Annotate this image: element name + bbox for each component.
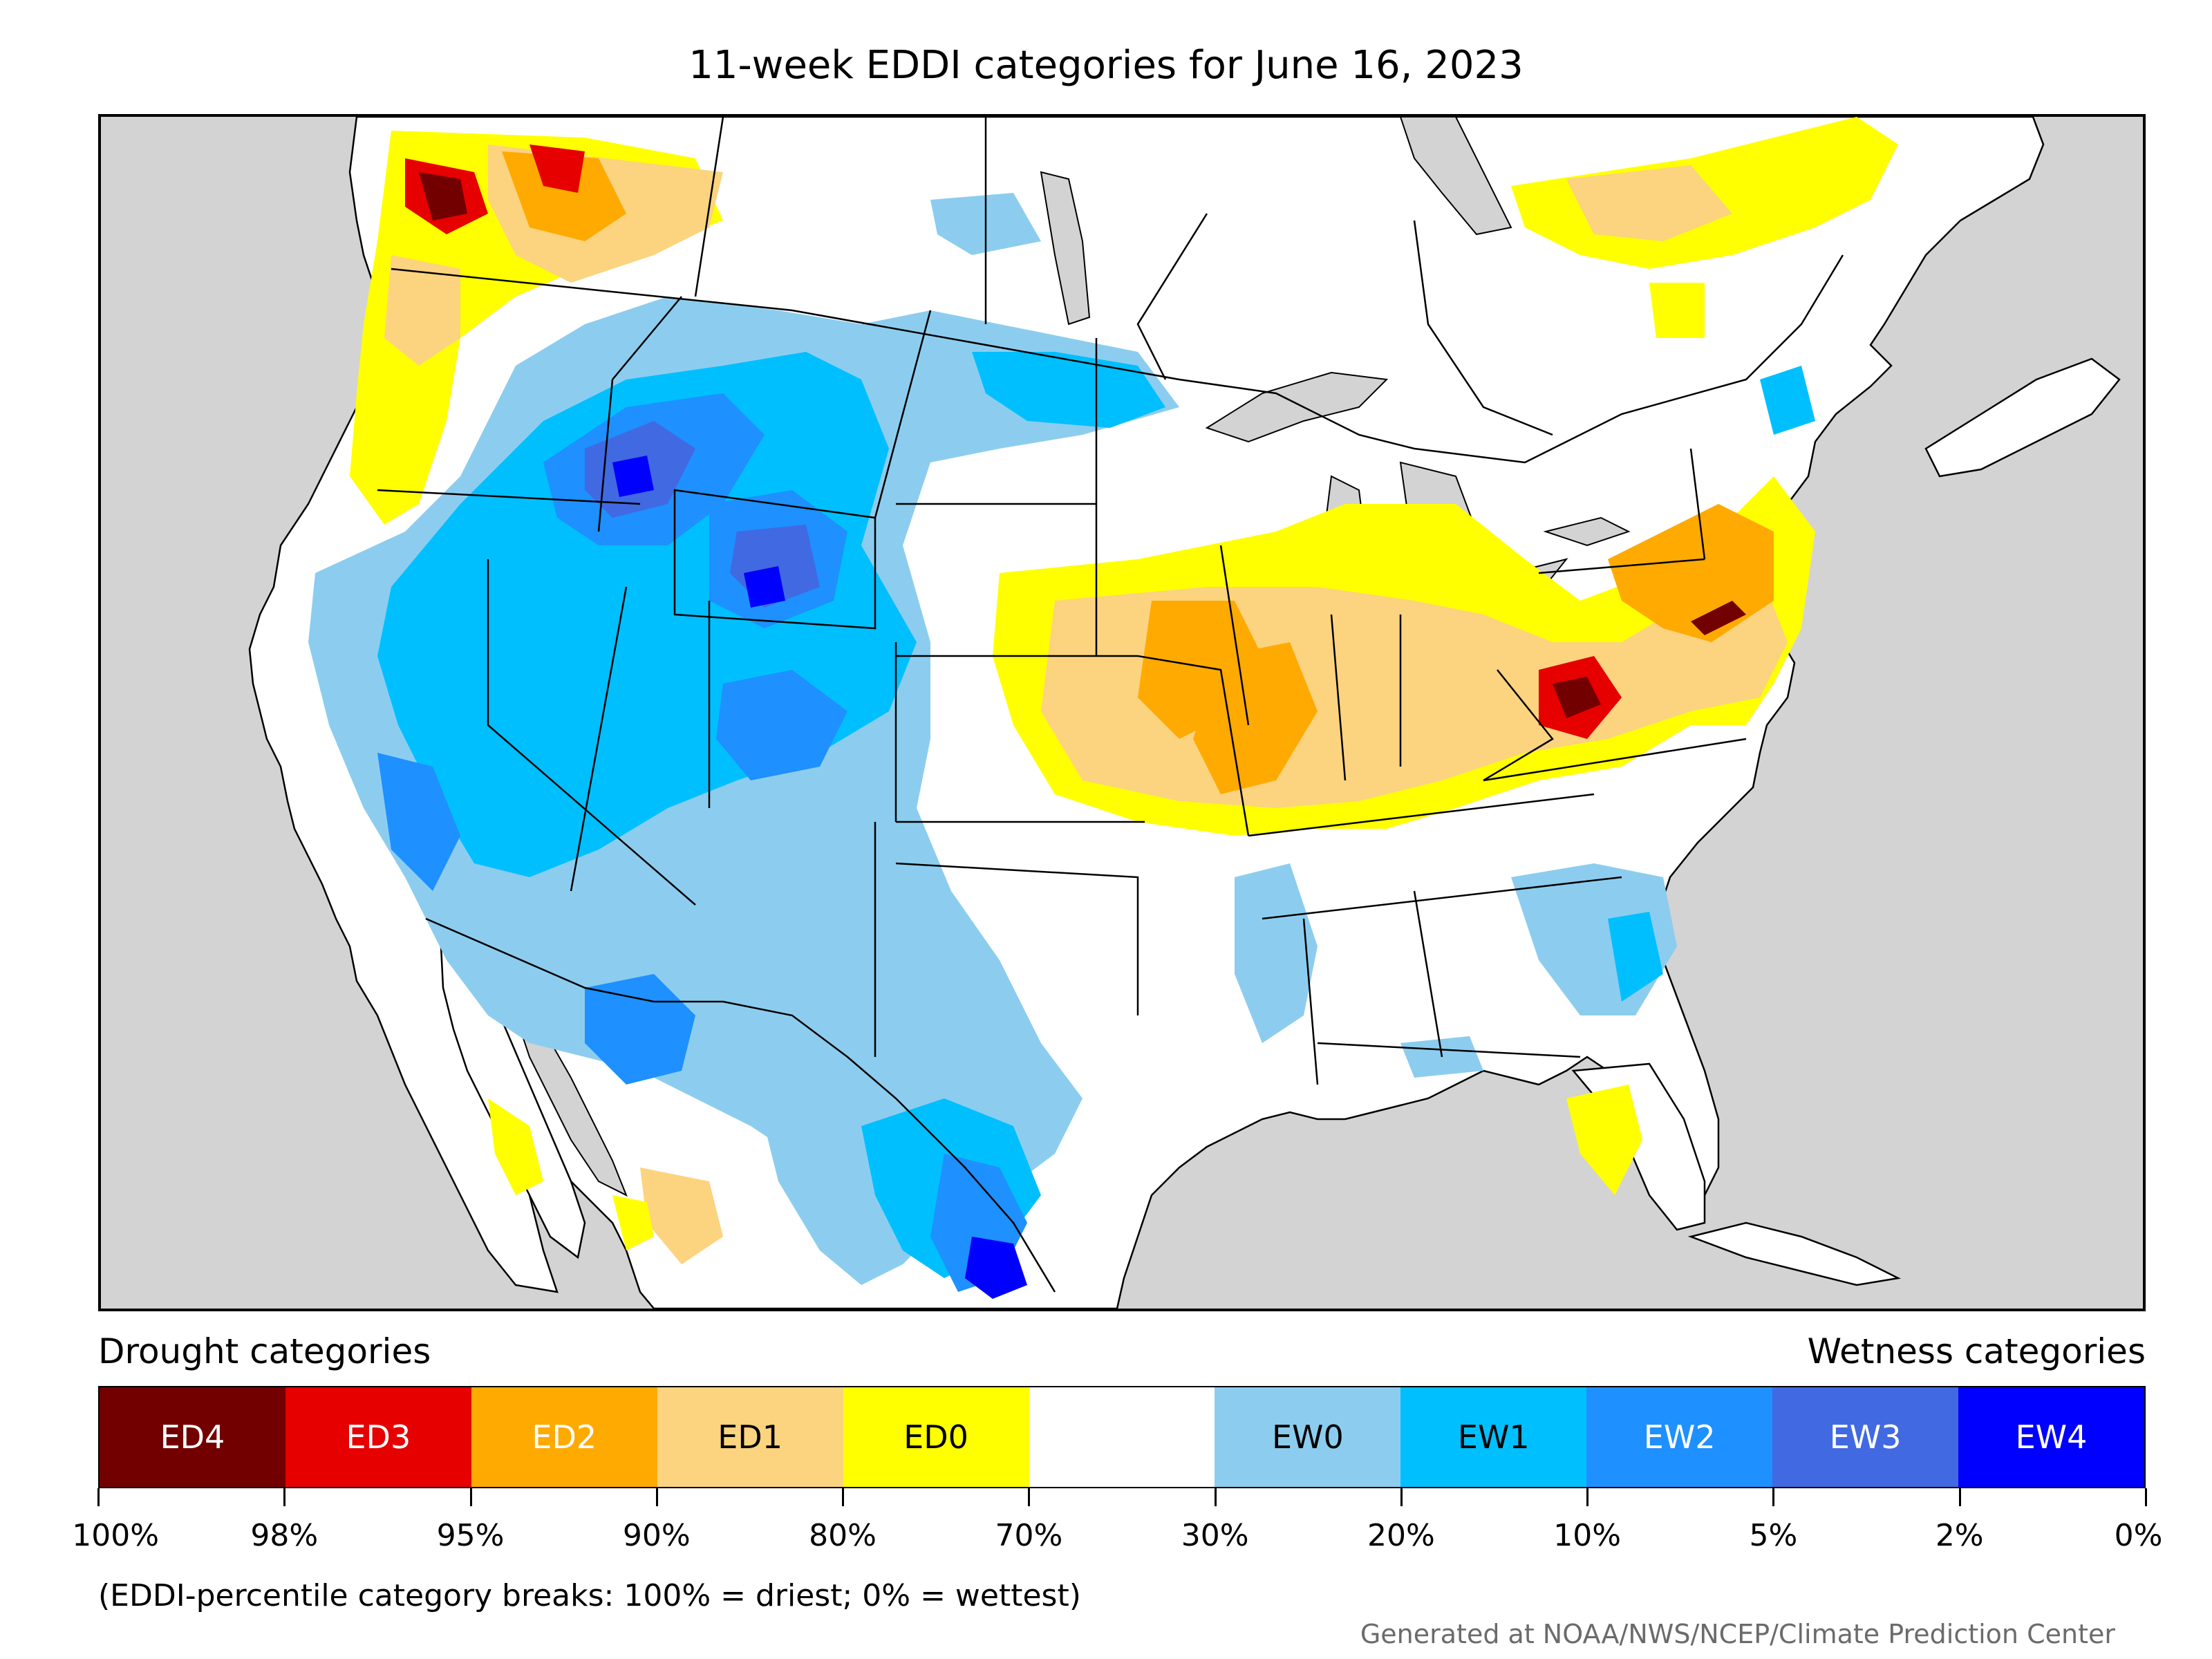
colorbar-tick-label: 90% <box>622 1518 691 1553</box>
category-footnote: (EDDI-percentile category breaks: 100% =… <box>98 1578 1081 1613</box>
us-canada-border <box>391 254 1844 464</box>
border-ia-il <box>1219 545 1250 726</box>
border-va-nc <box>1483 738 1747 782</box>
colorbar-cell-ed1: ED1 <box>657 1387 843 1487</box>
colorbar-tick <box>97 1488 100 1506</box>
ew1-canada-east <box>1760 366 1815 435</box>
border-wv-line <box>1483 669 1554 782</box>
ew2-colorado <box>716 670 847 780</box>
lake-superior <box>1205 371 1389 443</box>
border-wy-line <box>673 489 877 630</box>
colorbar-tick-label: 70% <box>995 1518 1063 1553</box>
ed4-chesapeake <box>1553 677 1601 718</box>
border-ga-fl <box>1317 1042 1581 1058</box>
colorbar-tick-label: 20% <box>1367 1518 1435 1553</box>
colorbar-tick <box>1400 1488 1403 1506</box>
colorbar-tick <box>655 1488 658 1506</box>
border-ny-vt <box>1689 448 1706 560</box>
map-panel <box>98 114 2146 1311</box>
drought-patches <box>350 117 1898 1264</box>
ed0-quebec-b <box>1649 283 1705 338</box>
colorbar-ticks <box>97 1488 2147 1509</box>
colorbar-tick <box>842 1488 845 1506</box>
border-ca-nv <box>487 559 696 906</box>
border-mo-line <box>1137 655 1250 836</box>
ew4-wyoming <box>744 566 785 608</box>
ed1-sonora <box>640 1168 723 1264</box>
colorbar-tick-label: 10% <box>1553 1518 1622 1553</box>
colorbar-cell-ew4: EW4 <box>1958 1387 2144 1487</box>
drought-legend-title: Drought categories <box>98 1331 431 1371</box>
border-nv-ut <box>570 586 628 892</box>
border-al-ga <box>1413 890 1443 1058</box>
border-canada-prov-1 <box>694 117 724 297</box>
ed0-baja <box>488 1098 543 1195</box>
colorbar-cell-ew3: EW3 <box>1772 1387 1959 1487</box>
border-ok-tx <box>895 862 1139 1015</box>
border-ms-al <box>1302 918 1319 1085</box>
colorbar-tick-label: 100% <box>72 1518 160 1553</box>
boundaries-layer <box>377 117 1844 1293</box>
category-colorbar: ED4 ED3 ED2 ED1 ED0 EW0 EW1 EW2 EW3 EW4 <box>98 1386 2146 1488</box>
colorbar-tick <box>1586 1488 1589 1506</box>
ew1-plains <box>972 352 1165 428</box>
colorbar-tick <box>469 1488 472 1506</box>
border-il-in <box>1330 614 1347 781</box>
ed2-illinois <box>1193 642 1318 794</box>
border-or-id <box>597 379 614 532</box>
border-wa-or <box>377 489 641 505</box>
colorbar-tick-label: 5% <box>1749 1518 1798 1553</box>
ed3-bc-b <box>529 144 585 193</box>
border-pa-ny <box>1538 558 1705 574</box>
colorbar-cell-ed4: ED4 <box>100 1387 285 1487</box>
cuba-land <box>1687 1221 1901 1286</box>
colorbar-cell-ed3: ED3 <box>285 1387 471 1487</box>
border-id-mt <box>612 296 682 380</box>
ed3-long-island <box>1691 601 1746 635</box>
hudson-bay-inlet <box>1399 117 1512 236</box>
colorbar-cell-ed2: ED2 <box>471 1387 657 1487</box>
colorbar-tick <box>283 1488 286 1506</box>
colorbar-tick <box>1772 1488 1775 1506</box>
border-tn-ga <box>1262 876 1622 920</box>
colorbar-tick-label: 98% <box>250 1518 319 1553</box>
colorbar-tick <box>1028 1488 1031 1506</box>
colorbar-cell-ew0: EW0 <box>1215 1387 1401 1487</box>
credit-line: Generated at NOAA/NWS/NCEP/Climate Predi… <box>1360 1619 2115 1649</box>
ed4-bc <box>419 172 467 221</box>
colorbar-tick <box>1958 1488 1961 1506</box>
ew2-california <box>377 753 460 891</box>
ew4-texas <box>965 1237 1027 1299</box>
colorbar-tick-label: 95% <box>436 1518 505 1553</box>
ew1-carolinas <box>1608 912 1663 1002</box>
map-title: 11-week EDDI categories for June 16, 202… <box>688 43 1524 88</box>
colorbar-tick-label: 2% <box>1935 1518 1984 1553</box>
ed2-bc <box>502 151 626 241</box>
border-ky-tn <box>1248 793 1595 837</box>
colorbar-cell-ed0: ED0 <box>843 1387 1029 1487</box>
lake-ontario <box>1543 516 1631 547</box>
border-canada-prov-4 <box>1413 220 1553 436</box>
ed1-wa <box>384 255 460 366</box>
ew0-south <box>1235 863 1318 1043</box>
colorbar-cell-ew2: EW2 <box>1586 1387 1773 1487</box>
colorbar-tick-label: 80% <box>809 1518 877 1553</box>
ed0-florida <box>1566 1085 1642 1195</box>
colorbar-cell-ew1: EW1 <box>1400 1387 1587 1487</box>
border-mt-nd <box>874 310 932 518</box>
wetness-legend-title: Wetness categories <box>1807 1331 2146 1371</box>
ed1-quebec <box>1566 165 1732 241</box>
colorbar-cell-normal <box>1029 1387 1215 1487</box>
colorbar-tick-label: 0% <box>2114 1518 2163 1553</box>
colorbar-tick <box>2145 1488 2147 1506</box>
colorbar-tick-label: 30% <box>1181 1518 1249 1553</box>
colorbar-tick <box>1214 1488 1217 1506</box>
us-mexico-border <box>425 917 1056 1293</box>
eddi-map <box>248 117 2121 1309</box>
ew4-idaho <box>612 456 654 497</box>
border-canada-prov-3 <box>1136 213 1208 380</box>
maritimes-land <box>1924 357 2121 478</box>
ed0-sonora <box>612 1195 654 1250</box>
lake-winnipeg <box>1040 171 1091 326</box>
